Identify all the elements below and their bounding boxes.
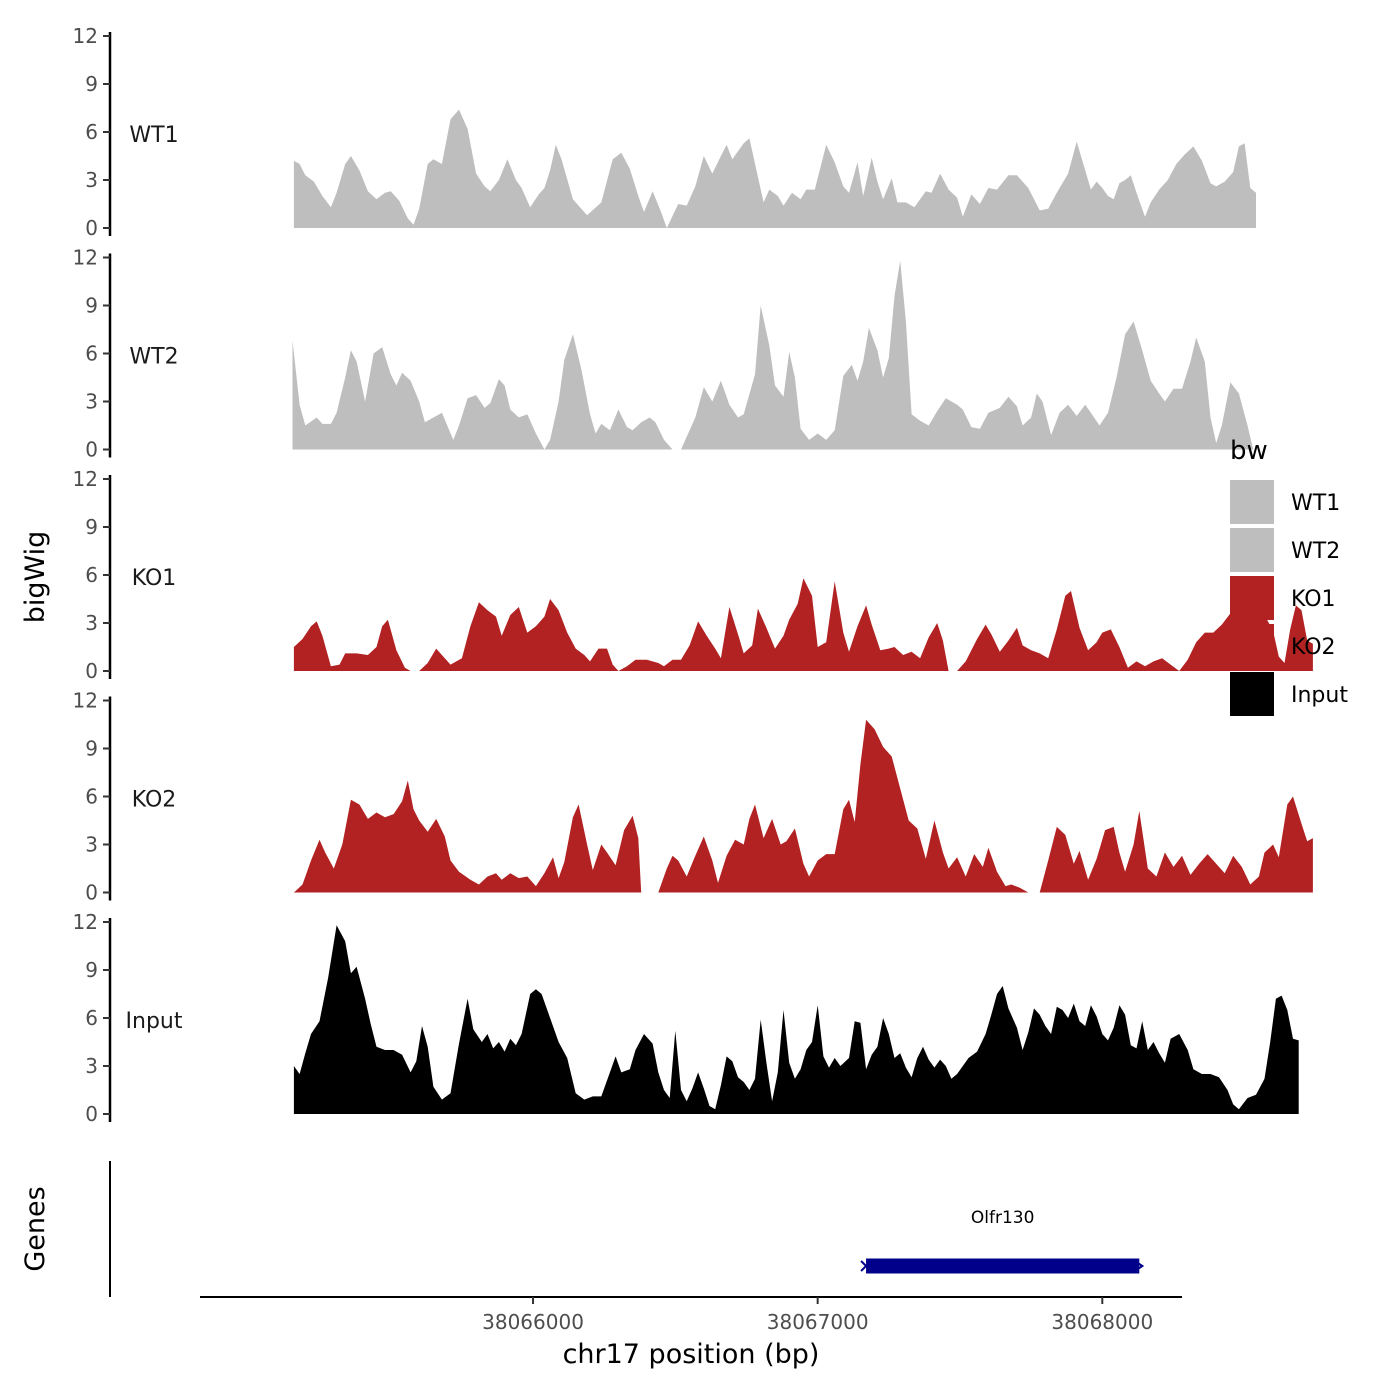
y-tick-label: 12	[73, 24, 98, 48]
x-tick-label: 38068000	[1051, 1310, 1153, 1334]
y-tick-label: 0	[85, 881, 98, 905]
y-axis-title: bigWig	[20, 531, 51, 624]
y-tick-label: 9	[85, 294, 98, 318]
legend-key	[1230, 624, 1274, 668]
y-tick-label: 12	[73, 689, 98, 713]
y-tick-label: 0	[85, 1102, 98, 1126]
legend-key	[1230, 528, 1274, 572]
track-wt2: 0 3 6 9 12 WT2	[73, 246, 1254, 462]
legend-key	[1230, 576, 1274, 620]
x-tick-label: 38067000	[767, 1310, 869, 1334]
track-label-wt1: WT1	[129, 123, 178, 148]
area-series-wt1	[293, 109, 1256, 228]
y-tick-label: 9	[85, 515, 98, 539]
y-tick-label: 6	[85, 563, 98, 587]
legend-label: KO1	[1291, 587, 1336, 612]
y-tick-label: 3	[85, 833, 98, 857]
x-tick-label: 38066000	[482, 1310, 584, 1334]
x-axis: chr17 position (bp) 38066000 38067000 3806…	[200, 1296, 1182, 1370]
y-tick-label: 3	[85, 390, 98, 414]
legend-entry-wt1: WT1	[1230, 480, 1340, 524]
y-tick-label: 12	[73, 246, 98, 270]
legend-label: WT1	[1291, 491, 1340, 516]
legend-label: KO2	[1291, 635, 1336, 660]
track-label-ko1: KO1	[132, 566, 177, 591]
tracks-layer: 0 3 6 9 12 WT1 0 3 6 9 12 WT2 0 3 6 9 12 KO1 0 3 6 9 12 KO2 0 3 6 9…	[73, 24, 1313, 1126]
legend-title: bw	[1230, 436, 1268, 466]
x-axis-title: chr17 position (bp)	[563, 1339, 820, 1370]
legend: bw WT1 WT2 KO1 KO2 Input	[1230, 436, 1348, 716]
legend-label: WT2	[1291, 539, 1340, 564]
y-tick-label: 3	[85, 1054, 98, 1078]
y-tick-label: 6	[85, 342, 98, 366]
genes-panel: Genes Olfr130	[20, 1161, 1145, 1297]
y-tick-label: 12	[73, 910, 98, 934]
y-tick-label: 3	[85, 611, 98, 635]
area-series-input	[293, 925, 1299, 1114]
y-tick-label: 6	[85, 785, 98, 809]
area-series-wt2	[292, 260, 1254, 450]
y-tick-label: 0	[85, 216, 98, 240]
area-series-ko1	[293, 578, 1313, 671]
genes-axis-title: Genes	[20, 1186, 51, 1271]
gene-start-marker	[860, 1260, 872, 1272]
track-ko1: 0 3 6 9 12 KO1	[73, 467, 1313, 683]
y-tick-label: 9	[85, 72, 98, 96]
legend-key	[1230, 480, 1274, 524]
y-tick-label: 9	[85, 958, 98, 982]
gene-end-marker	[1135, 1261, 1145, 1271]
legend-entry-input: Input	[1230, 672, 1348, 716]
y-tick-label: 3	[85, 168, 98, 192]
track-wt1: 0 3 6 9 12 WT1	[73, 24, 1256, 240]
legend-key	[1230, 672, 1274, 716]
gene-olfr130: Olfr130	[860, 1208, 1145, 1274]
track-label-input: Input	[126, 1009, 183, 1034]
track-ko2: 0 3 6 9 12 KO2	[73, 689, 1313, 905]
y-tick-label: 0	[85, 438, 98, 462]
gene-bar	[866, 1258, 1140, 1274]
track-label-wt2: WT2	[129, 345, 178, 370]
y-tick-label: 12	[73, 467, 98, 491]
y-tick-label: 0	[85, 659, 98, 683]
y-tick-label: 9	[85, 737, 98, 761]
y-tick-label: 6	[85, 1006, 98, 1030]
gene-label: Olfr130	[971, 1208, 1035, 1228]
legend-entry-ko1: KO1	[1230, 576, 1336, 620]
legend-entry-ko2: KO2	[1230, 624, 1336, 668]
track-label-ko2: KO2	[132, 788, 177, 813]
area-series-ko2	[293, 719, 1313, 893]
legend-entry-wt2: WT2	[1230, 528, 1340, 572]
legend-label: Input	[1291, 683, 1348, 708]
track-input: 0 3 6 9 12 Input	[73, 910, 1299, 1126]
y-tick-label: 6	[85, 120, 98, 144]
